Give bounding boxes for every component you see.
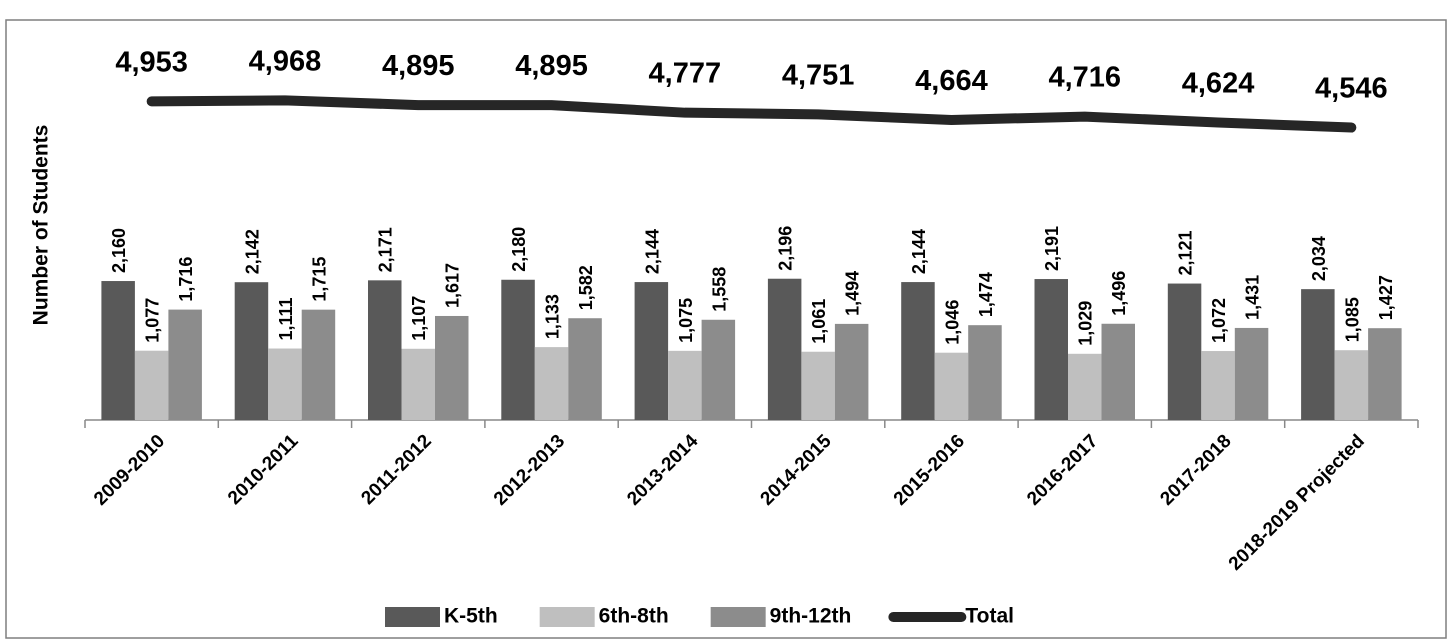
data-label: 4,895 bbox=[515, 50, 588, 82]
data-label: 4,895 bbox=[382, 50, 455, 82]
y-axis-label: Number of Students bbox=[30, 125, 53, 326]
bar bbox=[1368, 328, 1402, 420]
bar bbox=[401, 348, 435, 420]
data-label: 2,191 bbox=[1042, 226, 1062, 271]
bar bbox=[134, 350, 169, 420]
bar bbox=[1301, 289, 1335, 420]
data-label: 2,160 bbox=[109, 228, 129, 273]
data-label: 1,077 bbox=[143, 298, 163, 343]
bar bbox=[934, 352, 969, 420]
data-label: 1,431 bbox=[1243, 275, 1263, 320]
bar bbox=[801, 351, 835, 420]
data-label: 1,072 bbox=[1209, 298, 1229, 343]
data-label: 1,061 bbox=[809, 299, 829, 344]
bar bbox=[834, 323, 869, 420]
bar bbox=[568, 318, 602, 420]
bar bbox=[368, 280, 402, 420]
data-label: 2,171 bbox=[376, 227, 396, 272]
legend-swatch bbox=[539, 607, 595, 627]
legend-swatch bbox=[710, 607, 766, 627]
line bbox=[146, 95, 1357, 133]
bar bbox=[1101, 323, 1135, 420]
legend-label: 6th-8th bbox=[599, 605, 669, 628]
data-label: 4,751 bbox=[782, 59, 855, 91]
data-label: 4,546 bbox=[1315, 73, 1388, 105]
bar bbox=[668, 350, 702, 420]
bar bbox=[901, 282, 935, 420]
data-label: 2,121 bbox=[1176, 231, 1196, 276]
data-label: 1,558 bbox=[709, 267, 729, 312]
data-label: 4,777 bbox=[649, 58, 722, 90]
data-label: 1,474 bbox=[976, 272, 996, 317]
bar bbox=[501, 279, 535, 420]
bar bbox=[168, 309, 202, 420]
data-label: 1,107 bbox=[409, 296, 429, 341]
data-label: 1,075 bbox=[676, 298, 696, 343]
bar bbox=[701, 319, 736, 420]
legend-swatch bbox=[385, 607, 440, 627]
legend-label: Total bbox=[965, 605, 1014, 628]
bar bbox=[101, 281, 135, 420]
data-label: 1,029 bbox=[1076, 301, 1096, 346]
data-label: 1,716 bbox=[176, 257, 196, 302]
legend-label: K-5th bbox=[444, 605, 498, 628]
bar bbox=[1167, 283, 1202, 420]
data-label: 4,624 bbox=[1182, 68, 1255, 100]
data-label: 4,664 bbox=[915, 65, 988, 97]
data-label: 1,582 bbox=[576, 265, 596, 310]
data-label: 2,034 bbox=[1309, 236, 1329, 281]
legend-label: 9th-12th bbox=[770, 605, 852, 628]
bar bbox=[435, 315, 469, 420]
data-label: 1,427 bbox=[1376, 275, 1396, 320]
bar bbox=[301, 309, 336, 420]
bar bbox=[1034, 279, 1068, 420]
data-label: 2,142 bbox=[242, 229, 262, 274]
data-label: 4,968 bbox=[249, 45, 322, 77]
bar bbox=[1334, 350, 1369, 420]
bar bbox=[968, 325, 1002, 420]
data-label: 2,180 bbox=[509, 227, 529, 272]
data-label: 1,133 bbox=[543, 294, 563, 339]
data-label: 2,144 bbox=[909, 229, 929, 274]
bar bbox=[634, 282, 669, 420]
bar bbox=[1234, 327, 1269, 420]
data-label: 1,494 bbox=[843, 271, 863, 316]
bar bbox=[1068, 353, 1102, 420]
data-label: 4,953 bbox=[115, 46, 188, 78]
data-label: 2,196 bbox=[776, 226, 796, 271]
bar bbox=[234, 282, 269, 420]
data-label: 1,617 bbox=[443, 263, 463, 308]
data-label: 1,111 bbox=[276, 297, 296, 340]
data-label: 1,046 bbox=[942, 300, 962, 345]
data-label: 1,715 bbox=[309, 257, 329, 302]
data-label: 4,716 bbox=[1048, 62, 1121, 94]
bar bbox=[534, 347, 569, 420]
bar bbox=[767, 278, 802, 420]
data-label: 2,144 bbox=[642, 229, 662, 274]
data-label: 1,085 bbox=[1342, 297, 1362, 342]
bar bbox=[268, 348, 302, 420]
bar bbox=[1201, 351, 1235, 420]
data-label: 1,496 bbox=[1109, 271, 1129, 316]
